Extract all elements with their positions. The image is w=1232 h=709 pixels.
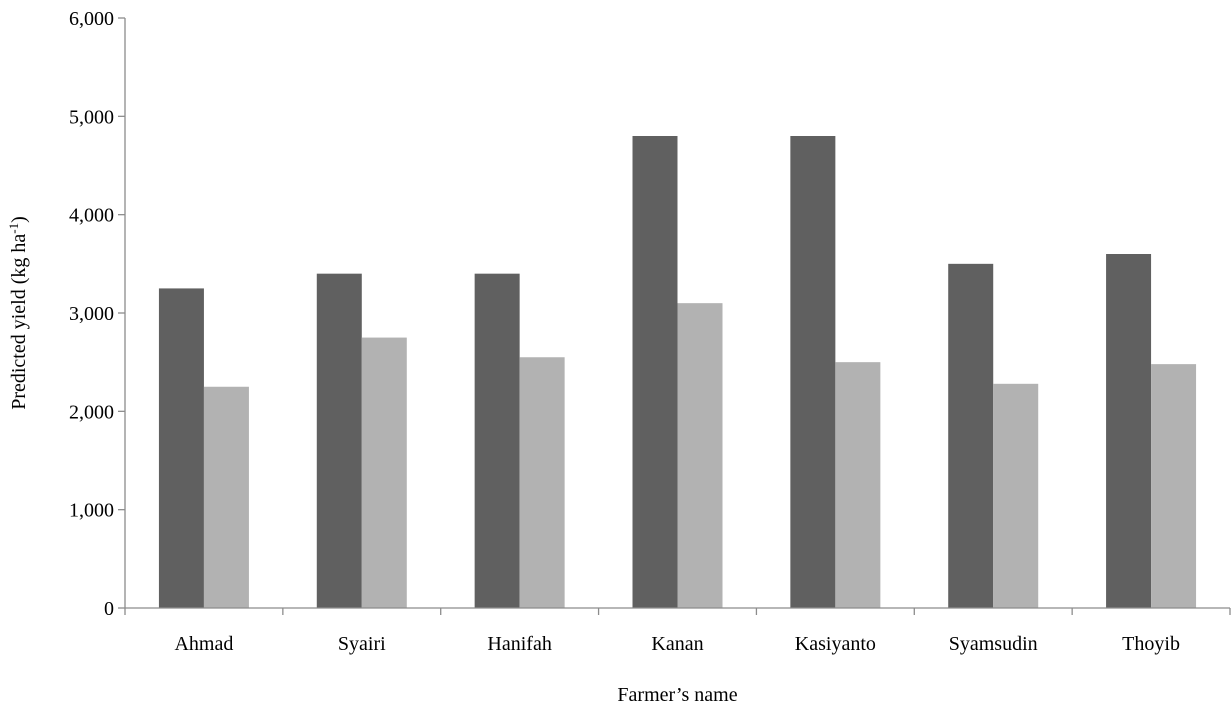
y-tick-label: 5,000 (69, 106, 114, 128)
y-tick-label: 4,000 (69, 205, 114, 227)
x-tick-label: Hanifah (487, 633, 551, 655)
bar-series-2 (993, 383, 1039, 608)
x-tick-label: Syamsudin (949, 633, 1038, 655)
bar-series-1 (790, 136, 836, 608)
bar-series-2 (1151, 364, 1197, 608)
x-ticks-group: Ahmad Syairi Hanifah Kanan Kasiyanto Syamsudi… (124, 608, 1231, 655)
bar-series-1 (316, 273, 362, 608)
y-axis-title-main: Predicted yield (kg ha (8, 234, 30, 410)
bar-series-2 (203, 386, 249, 608)
bar-series-2 (361, 337, 407, 608)
bar-series-1 (1106, 254, 1152, 608)
bar-series-2 (677, 303, 723, 608)
y-ticks-group: 0 1,000 2,000 3,000 4,000 5,000 6,000 (69, 8, 125, 620)
y-tick-label: 0 (104, 598, 114, 620)
bar-series-1 (474, 273, 520, 608)
y-axis-title-superscript: -1 (6, 223, 21, 234)
x-tick-label: Thoyib (1122, 633, 1180, 655)
y-axis-title: Predicted yield (kg ha-1) (6, 216, 31, 410)
x-tick-label: Kanan (651, 633, 703, 655)
x-tick-label: Syairi (338, 633, 386, 655)
y-tick-label: 1,000 (69, 500, 114, 522)
y-tick-label: 3,000 (69, 303, 114, 325)
bars-group (158, 136, 1197, 608)
x-tick-label: Kasiyanto (795, 633, 876, 655)
y-axis-title-suffix: ) (8, 216, 30, 223)
bar-series-1 (948, 263, 994, 608)
bar-series-1 (632, 136, 678, 608)
x-axis-title: Farmer’s name (617, 684, 737, 706)
bar-series-1 (158, 288, 204, 608)
y-tick-label: 6,000 (69, 8, 114, 30)
y-tick-label: 2,000 (69, 401, 114, 423)
bar-series-2 (835, 362, 881, 608)
x-tick-label: Ahmad (174, 633, 233, 655)
bar-series-2 (519, 357, 565, 608)
